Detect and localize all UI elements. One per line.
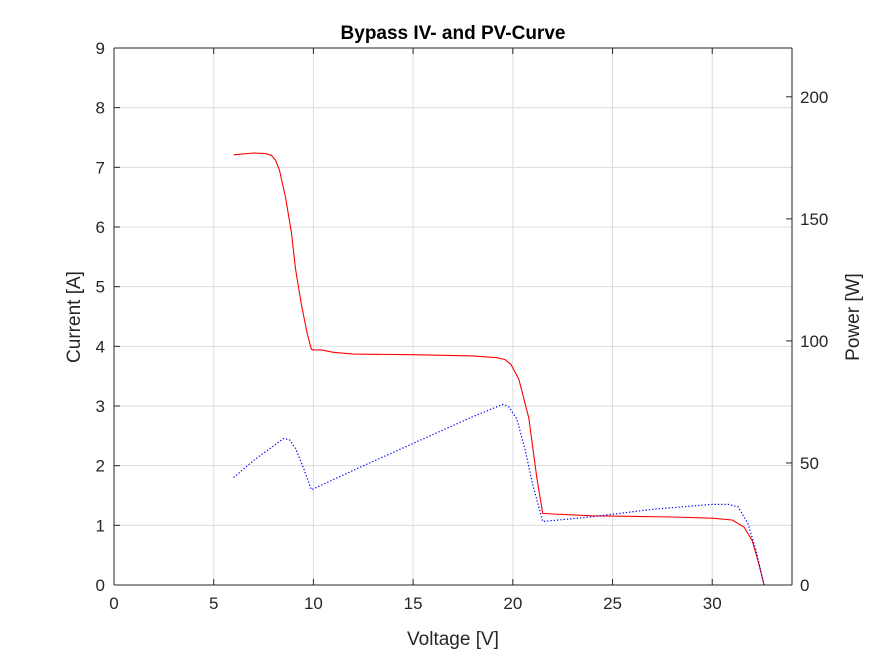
- x-axis-label: Voltage [V]: [407, 629, 499, 650]
- y-tick-label-left: 8: [96, 99, 105, 118]
- y-tick-label-left: 6: [96, 218, 105, 237]
- x-tick-label: 30: [703, 594, 722, 613]
- y-tick-label-left: 9: [96, 39, 105, 58]
- x-tick-label: 20: [503, 594, 522, 613]
- y-tick-label-left: 7: [96, 158, 105, 177]
- y-tick-label-left: 3: [96, 397, 105, 416]
- x-tick-label: 15: [404, 594, 423, 613]
- y-tick-label-right: 100: [800, 332, 828, 351]
- y-tick-label-right: 50: [800, 454, 819, 473]
- y-axis-label-right: Power [W]: [843, 273, 864, 361]
- x-tick-label: 25: [603, 594, 622, 613]
- power-curve: [233, 403, 765, 586]
- y-tick-label-left: 1: [96, 516, 105, 535]
- y-tick-label-left: 5: [96, 278, 105, 297]
- y-tick-label-left: 4: [96, 337, 105, 356]
- y-tick-label-left: 0: [96, 576, 105, 595]
- current-curve: [233, 152, 765, 586]
- y-tick-label-right: 200: [800, 88, 828, 107]
- tick-labels: 0 5 10 15 20 25 30 0 1 2 3 4 5 6 7 8 9 0 50 100 150 200: [96, 39, 829, 613]
- x-tick-label: 0: [109, 594, 118, 613]
- y-tick-label-right: 0: [800, 576, 809, 595]
- y-axis-label-left: Current [A]: [64, 271, 85, 363]
- plot-background: [114, 48, 792, 585]
- series-group: [233, 152, 765, 586]
- x-tick-label: 10: [304, 594, 323, 613]
- axes: [113, 47, 793, 586]
- x-tick-label: 5: [209, 594, 218, 613]
- y-tick-label-left: 2: [96, 457, 105, 476]
- y-tick-label-right: 150: [800, 210, 828, 229]
- chart-title: Bypass IV- and PV-Curve: [341, 23, 566, 44]
- grid: [114, 48, 792, 585]
